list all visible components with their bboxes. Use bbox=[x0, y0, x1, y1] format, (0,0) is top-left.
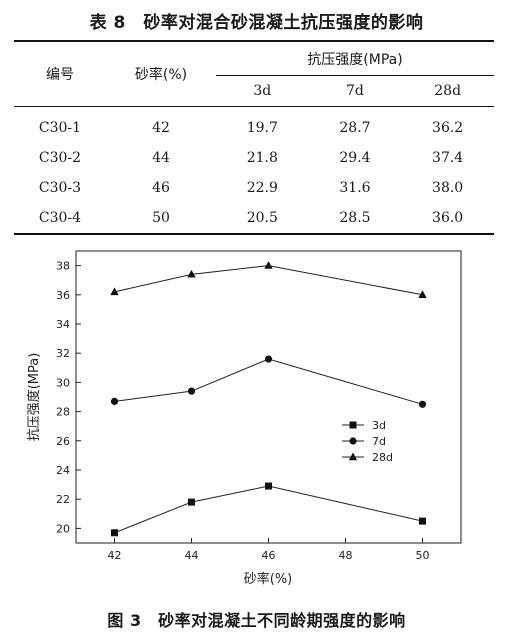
plot-frame bbox=[75, 250, 462, 544]
x-tick-label: 44 bbox=[185, 549, 199, 562]
cell-28d: 36.0 bbox=[401, 203, 494, 235]
y-tick-label: 26 bbox=[56, 435, 70, 448]
strength-table: 编号 砂率(%) 抗压强度(MPa) 3d 7d 28d C30-1 42 19… bbox=[14, 40, 494, 235]
cell-3d: 22.9 bbox=[246, 180, 278, 196]
legend-label: 7d bbox=[372, 435, 386, 448]
series-3d bbox=[111, 482, 426, 537]
cell-3d: 20.5 bbox=[216, 203, 309, 235]
table-row: C30-4 50 20.5 28.5 36.0 bbox=[14, 203, 494, 235]
series-7d bbox=[110, 355, 427, 408]
cell-7d: 28.7 bbox=[339, 120, 371, 136]
series-line bbox=[114, 358, 423, 405]
table-row: C30-1 42 19.7 28.7 36.2 bbox=[14, 107, 494, 144]
data-point bbox=[110, 287, 119, 296]
y-tick-label: 36 bbox=[56, 289, 70, 302]
figure-caption: 图 3 砂率对混凝土不同龄期强度的影响 bbox=[107, 611, 406, 630]
legend-marker bbox=[349, 421, 357, 429]
y-tick-label: 30 bbox=[56, 376, 70, 389]
cell-7d: 31.6 bbox=[339, 180, 371, 196]
table-row: C30-3 46 22.9 31.6 38.0 bbox=[14, 173, 494, 203]
legend-item-7d: 7d bbox=[342, 435, 386, 448]
data-point bbox=[188, 498, 195, 506]
series-line bbox=[114, 485, 423, 534]
series-line bbox=[114, 265, 423, 296]
data-point bbox=[187, 269, 196, 278]
cell-28d: 38.0 bbox=[432, 180, 464, 196]
legend-label: 28d bbox=[372, 451, 393, 464]
cell-7d: 28.5 bbox=[308, 203, 402, 235]
cell-id: C30-3 bbox=[38, 180, 82, 196]
y-tick-label: 38 bbox=[56, 260, 70, 273]
y-axis: 20 22 24 26 28 30 32 34 36 38 bbox=[56, 260, 81, 535]
header-strength: 抗压强度(MPa) bbox=[216, 40, 494, 76]
x-axis: 42 44 46 48 50 bbox=[108, 538, 430, 562]
cell-7d: 29.4 bbox=[339, 150, 371, 166]
x-tick-label: 48 bbox=[339, 549, 353, 562]
cell-3d: 21.8 bbox=[246, 150, 278, 166]
data-point bbox=[419, 517, 426, 525]
series-28d bbox=[110, 261, 427, 298]
y-tick-label: 28 bbox=[56, 406, 70, 419]
header-sand-ratio: 砂率(%) bbox=[106, 40, 216, 107]
y-tick-label: 34 bbox=[56, 318, 70, 331]
data-point bbox=[110, 397, 119, 405]
cell-3d: 19.7 bbox=[246, 120, 278, 136]
data-point bbox=[265, 482, 272, 490]
series-layer bbox=[110, 261, 427, 537]
y-tick-label: 22 bbox=[56, 493, 70, 506]
legend-item-28d: 28d bbox=[342, 451, 393, 464]
header-id: 编号 bbox=[14, 40, 106, 107]
cell-ratio: 50 bbox=[106, 203, 216, 235]
x-axis-label: 砂率(%) bbox=[244, 571, 293, 587]
cell-id: C30-1 bbox=[38, 120, 82, 136]
x-tick-label: 42 bbox=[108, 549, 122, 562]
cell-id: C30-4 bbox=[14, 203, 106, 235]
header-age-28d: 28d bbox=[401, 75, 494, 107]
table-title: 表 8 砂率对混合砂混凝土抗压强度的影响 bbox=[89, 13, 424, 33]
legend-item-3d: 3d bbox=[342, 419, 386, 432]
x-tick-label: 46 bbox=[262, 549, 276, 562]
cell-ratio: 42 bbox=[152, 120, 170, 136]
data-point bbox=[418, 400, 427, 408]
data-point bbox=[187, 387, 196, 395]
legend-marker bbox=[349, 437, 357, 445]
cell-ratio: 46 bbox=[152, 180, 170, 196]
y-axis-label: 抗压强度(MPa) bbox=[26, 353, 42, 442]
y-tick-label: 32 bbox=[56, 347, 70, 360]
table-row: C30-2 44 21.8 29.4 37.4 bbox=[14, 143, 494, 173]
data-point bbox=[111, 529, 118, 537]
y-tick-label: 24 bbox=[56, 464, 70, 477]
data-point bbox=[264, 355, 273, 363]
cell-ratio: 44 bbox=[152, 150, 170, 166]
x-tick-label: 50 bbox=[416, 549, 430, 562]
cell-id: C30-2 bbox=[38, 150, 82, 166]
legend: 3d 7d 28d bbox=[342, 419, 393, 464]
header-age-7d: 7d bbox=[308, 75, 402, 107]
data-point bbox=[418, 290, 427, 298]
header-age-3d: 3d bbox=[216, 75, 309, 107]
data-point bbox=[264, 261, 273, 269]
legend-label: 3d bbox=[372, 419, 386, 432]
cell-28d: 37.4 bbox=[432, 150, 464, 166]
cell-28d: 36.2 bbox=[432, 120, 464, 136]
y-tick-label: 20 bbox=[56, 522, 70, 535]
legend-marker bbox=[348, 452, 358, 461]
